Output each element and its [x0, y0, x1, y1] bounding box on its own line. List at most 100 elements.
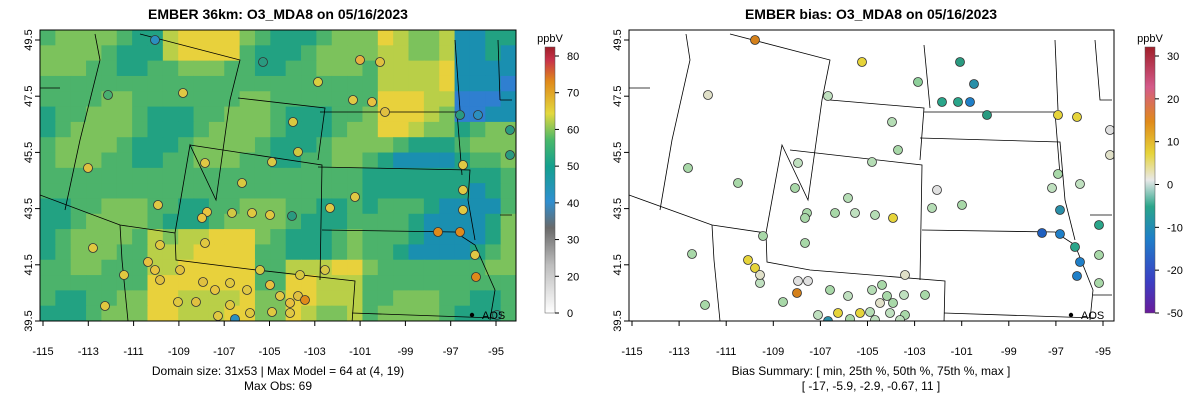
bias-site — [823, 91, 833, 101]
x-tick-label: -113 — [78, 346, 99, 358]
heatmap-cell — [362, 244, 379, 261]
heatmap-cell — [408, 305, 425, 321]
heatmap-cell — [70, 106, 87, 123]
bias-site — [830, 208, 840, 218]
observation-site — [505, 125, 515, 135]
heatmap-cell — [347, 121, 364, 138]
heatmap-cell — [393, 75, 410, 92]
bias-site — [755, 270, 765, 280]
state-line — [919, 137, 1076, 241]
heatmap-cell — [439, 121, 456, 138]
heatmap-cell — [116, 106, 133, 123]
heatmap-cell — [377, 152, 394, 169]
observation-site — [197, 213, 207, 223]
model-heatmap — [40, 30, 516, 321]
heatmap-cell — [178, 60, 195, 77]
heatmap-cell — [301, 91, 317, 108]
heatmap-cell — [331, 106, 348, 123]
heatmap-cell — [116, 244, 133, 261]
heatmap-cell — [485, 137, 502, 154]
heatmap-cell — [55, 167, 72, 184]
heatmap-cell — [162, 305, 179, 321]
heatmap-cell — [423, 30, 440, 46]
heatmap-cell — [423, 106, 440, 123]
heatmap-cell — [485, 259, 502, 276]
heatmap-cell — [301, 275, 317, 291]
heatmap-cell — [423, 137, 440, 154]
heatmap-cell — [316, 305, 333, 321]
colorbar-tick-label: 20 — [1167, 94, 1179, 106]
heatmap-cell — [485, 121, 502, 138]
heatmap-cell — [454, 45, 471, 62]
heatmap-cell — [485, 213, 502, 230]
heatmap-cell — [454, 30, 471, 46]
heatmap-cell — [377, 167, 394, 184]
heatmap-cell — [423, 198, 440, 215]
heatmap-cell — [70, 45, 87, 62]
heatmap-cell — [40, 30, 56, 46]
heatmap-cell — [70, 244, 87, 261]
heatmap-cell — [331, 91, 348, 108]
heatmap-cell — [162, 198, 179, 215]
heatmap-cell — [40, 75, 56, 92]
heatmap-cell — [208, 60, 225, 77]
heatmap-cell — [485, 275, 502, 291]
heatmap-cell — [393, 167, 410, 184]
heatmap-cell — [362, 229, 379, 246]
heatmap-cell — [469, 91, 486, 108]
heatmap-cell — [408, 137, 425, 154]
heatmap-cell — [408, 244, 425, 261]
heatmap-cell — [178, 137, 195, 154]
observation-site — [458, 160, 468, 170]
bias-site — [833, 308, 843, 318]
heatmap-cell — [132, 244, 149, 261]
heatmap-cell — [178, 275, 195, 291]
state-line — [64, 33, 101, 211]
heatmap-cell — [423, 45, 440, 62]
heatmap-cell — [132, 60, 149, 77]
observation-site — [155, 240, 165, 250]
y-tick-label: 49.5 — [23, 29, 35, 50]
observation-site — [213, 311, 223, 321]
heatmap-cell — [178, 121, 195, 138]
observation-site — [265, 280, 275, 290]
heatmap-cell — [132, 137, 149, 154]
heatmap-cell — [193, 45, 210, 62]
heatmap-cell — [347, 213, 364, 230]
heatmap-cell — [377, 290, 394, 307]
heatmap-cell — [331, 121, 348, 138]
right-x-axis: -115 -113 -111 -109 -107 -105 -103 -101 -99 -97 -9… — [621, 321, 1111, 358]
heatmap-cell — [362, 152, 379, 169]
bias-site — [1094, 220, 1104, 230]
left-title: EMBER 36km: O3_MDA8 on 05/16/2023 — [148, 6, 408, 22]
heatmap-cell — [347, 244, 364, 261]
heatmap-cell — [162, 152, 179, 169]
heatmap-cell — [40, 198, 56, 215]
heatmap-cell — [377, 198, 394, 215]
heatmap-cell — [500, 198, 516, 215]
observation-site — [348, 95, 358, 105]
heatmap-cell — [239, 290, 256, 307]
observation-site — [210, 285, 220, 295]
heatmap-cell — [147, 106, 164, 123]
heatmap-cell — [331, 167, 348, 184]
heatmap-cell — [40, 244, 56, 261]
heatmap-cell — [500, 91, 516, 108]
bias-site — [867, 285, 877, 295]
heatmap-cell — [393, 30, 410, 46]
heatmap-cell — [270, 91, 287, 108]
heatmap-cell — [270, 229, 287, 246]
observation-site — [287, 211, 297, 221]
heatmap-cell — [423, 305, 440, 321]
bias-site — [1053, 169, 1063, 179]
heatmap-cell — [178, 183, 195, 200]
heatmap-cell — [377, 75, 394, 92]
observation-site — [433, 227, 443, 237]
heatmap-cell — [423, 91, 440, 108]
heatmap-cell — [254, 45, 271, 62]
heatmap-cell — [239, 75, 256, 92]
x-tick-label: -111 — [716, 346, 736, 358]
heatmap-cell — [40, 137, 56, 154]
heatmap-cell — [55, 244, 72, 261]
bias-site — [800, 213, 810, 223]
